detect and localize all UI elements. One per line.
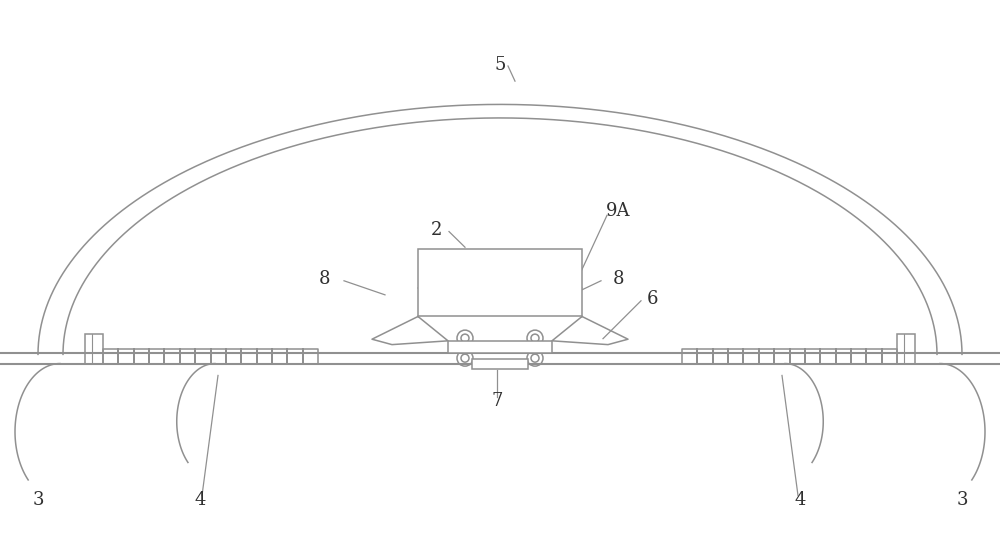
Text: 8: 8 [612,269,624,288]
Circle shape [457,330,473,346]
Text: 3: 3 [32,491,44,510]
Text: 3: 3 [956,491,968,510]
Bar [85,334,103,364]
Text: 5: 5 [494,56,506,74]
Text: 2: 2 [431,221,443,239]
Circle shape [527,350,543,366]
Bar [448,341,552,353]
Text: 6: 6 [647,290,659,308]
Text: 4: 4 [194,491,206,510]
Text: 9A: 9A [606,202,630,220]
Text: 8: 8 [319,269,331,288]
Bar [897,334,915,364]
Text: 4: 4 [794,491,806,510]
Circle shape [457,350,473,366]
Circle shape [527,330,543,346]
Bar [418,249,582,316]
Text: 7: 7 [491,392,503,411]
Bar [472,359,528,369]
